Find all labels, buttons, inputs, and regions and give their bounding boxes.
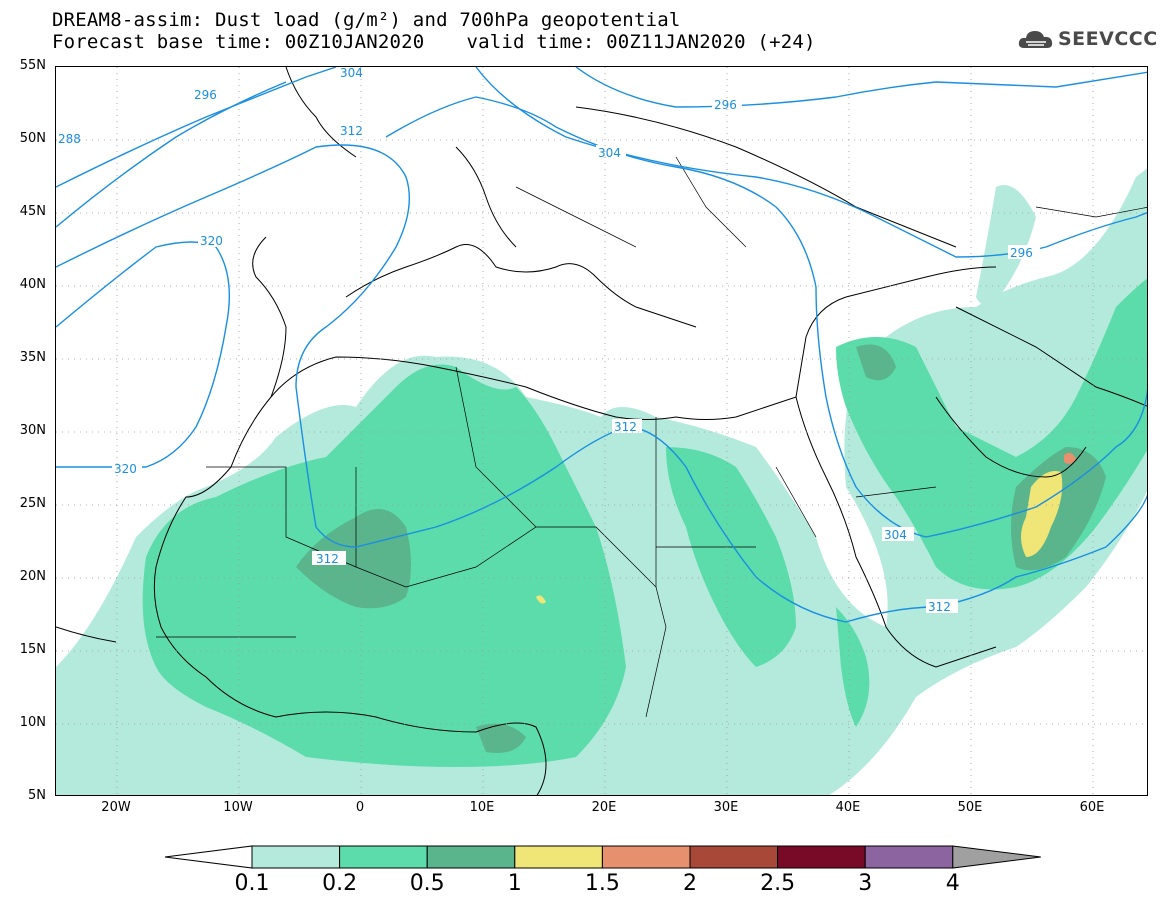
latitude-label: 40N <box>19 277 46 292</box>
colorbar-label: 0.2 <box>322 871 358 896</box>
colorbar-label: 1.5 <box>584 871 620 896</box>
contour-label: 296 <box>1010 246 1033 260</box>
contour-label: 312 <box>614 420 637 434</box>
contour-label: 312 <box>340 124 363 138</box>
seevccc-logo: SEEVCCC <box>1018 26 1157 54</box>
latitude-label: 45N <box>19 204 46 219</box>
colorbar-swatch <box>864 845 954 869</box>
contour-label: 304 <box>340 67 363 80</box>
contour-label: 304 <box>884 528 907 542</box>
colorbar-swatch <box>601 845 691 869</box>
longitude-label: 20E <box>591 800 617 815</box>
latitude-label: 5N <box>28 788 46 803</box>
cloud-icon <box>1018 31 1053 48</box>
longitude-label: 10E <box>469 800 495 815</box>
colorbar-label: 0.1 <box>234 871 270 896</box>
colorbar-swatch <box>777 845 866 869</box>
contour-label: 296 <box>714 98 737 112</box>
latitude-label: 50N <box>19 131 46 146</box>
colorbar-label: 0.5 <box>409 871 445 896</box>
latitude-label: 30N <box>19 423 46 438</box>
dust-field-yellow <box>536 471 1063 604</box>
contour-label: 320 <box>200 234 223 248</box>
dust-map: 304 296 288 312 320 312 312 304 296 304 … <box>55 66 1148 796</box>
longitude-label: 50E <box>957 800 983 815</box>
colorbar-label: 4 <box>945 871 960 896</box>
latitude-label: 15N <box>19 642 46 657</box>
colorbar-swatch <box>251 845 341 869</box>
colorbar-swatch <box>514 845 603 869</box>
forecast-base-time: Forecast base time: 00Z10JAN2020 <box>52 31 425 53</box>
country-borders <box>156 156 1147 718</box>
map-title: DREAM8-assim: Dust load (g/m²) and 700hP… <box>52 9 681 31</box>
contour-label-group: 304 296 288 312 320 312 312 304 296 304 … <box>56 67 1040 614</box>
longitude-label: 20W <box>101 800 131 815</box>
logo-text: SEEVCCC <box>1058 28 1158 50</box>
valid-time: valid time: 00Z11JAN2020 (+24) <box>466 31 816 53</box>
contour-label: 312 <box>928 600 951 614</box>
longitude-label: 40E <box>835 800 861 815</box>
contour-label: 288 <box>58 132 81 146</box>
latitude-label: 25N <box>19 496 46 511</box>
longitude-label: 30E <box>713 800 739 815</box>
contour-label: 304 <box>598 146 621 160</box>
colorbar-high-arrow <box>952 845 1041 869</box>
map-subtitle: Forecast base time: 00Z10JAN2020 valid ti… <box>52 32 816 52</box>
longitude-label: 60E <box>1079 800 1105 815</box>
colorbar-label: 2 <box>683 871 697 896</box>
colorbar-label: 1 <box>507 871 522 896</box>
colorbar-label: 2.5 <box>760 871 796 896</box>
latitude-label: 20N <box>19 569 46 584</box>
colorbar-swatch <box>689 845 779 869</box>
colorbar-low-arrow <box>164 845 253 869</box>
colorbar-swatch <box>339 845 428 869</box>
latitude-label: 55N <box>19 58 46 73</box>
map-canvas: 304 296 288 312 320 312 312 304 296 304 … <box>56 67 1147 795</box>
contour-label: 312 <box>316 552 339 566</box>
grid-lines <box>56 67 1147 795</box>
contour-label: 320 <box>114 462 137 476</box>
latitude-label: 10N <box>19 715 46 730</box>
longitude-label: 10W <box>223 800 253 815</box>
latitude-label: 35N <box>19 350 46 365</box>
longitude-label: 0 <box>355 800 365 815</box>
colorbar-label: 3 <box>858 871 873 896</box>
dust-field-orange <box>1064 452 1076 464</box>
colorbar-swatch <box>426 845 516 869</box>
contour-label: 296 <box>194 88 217 102</box>
